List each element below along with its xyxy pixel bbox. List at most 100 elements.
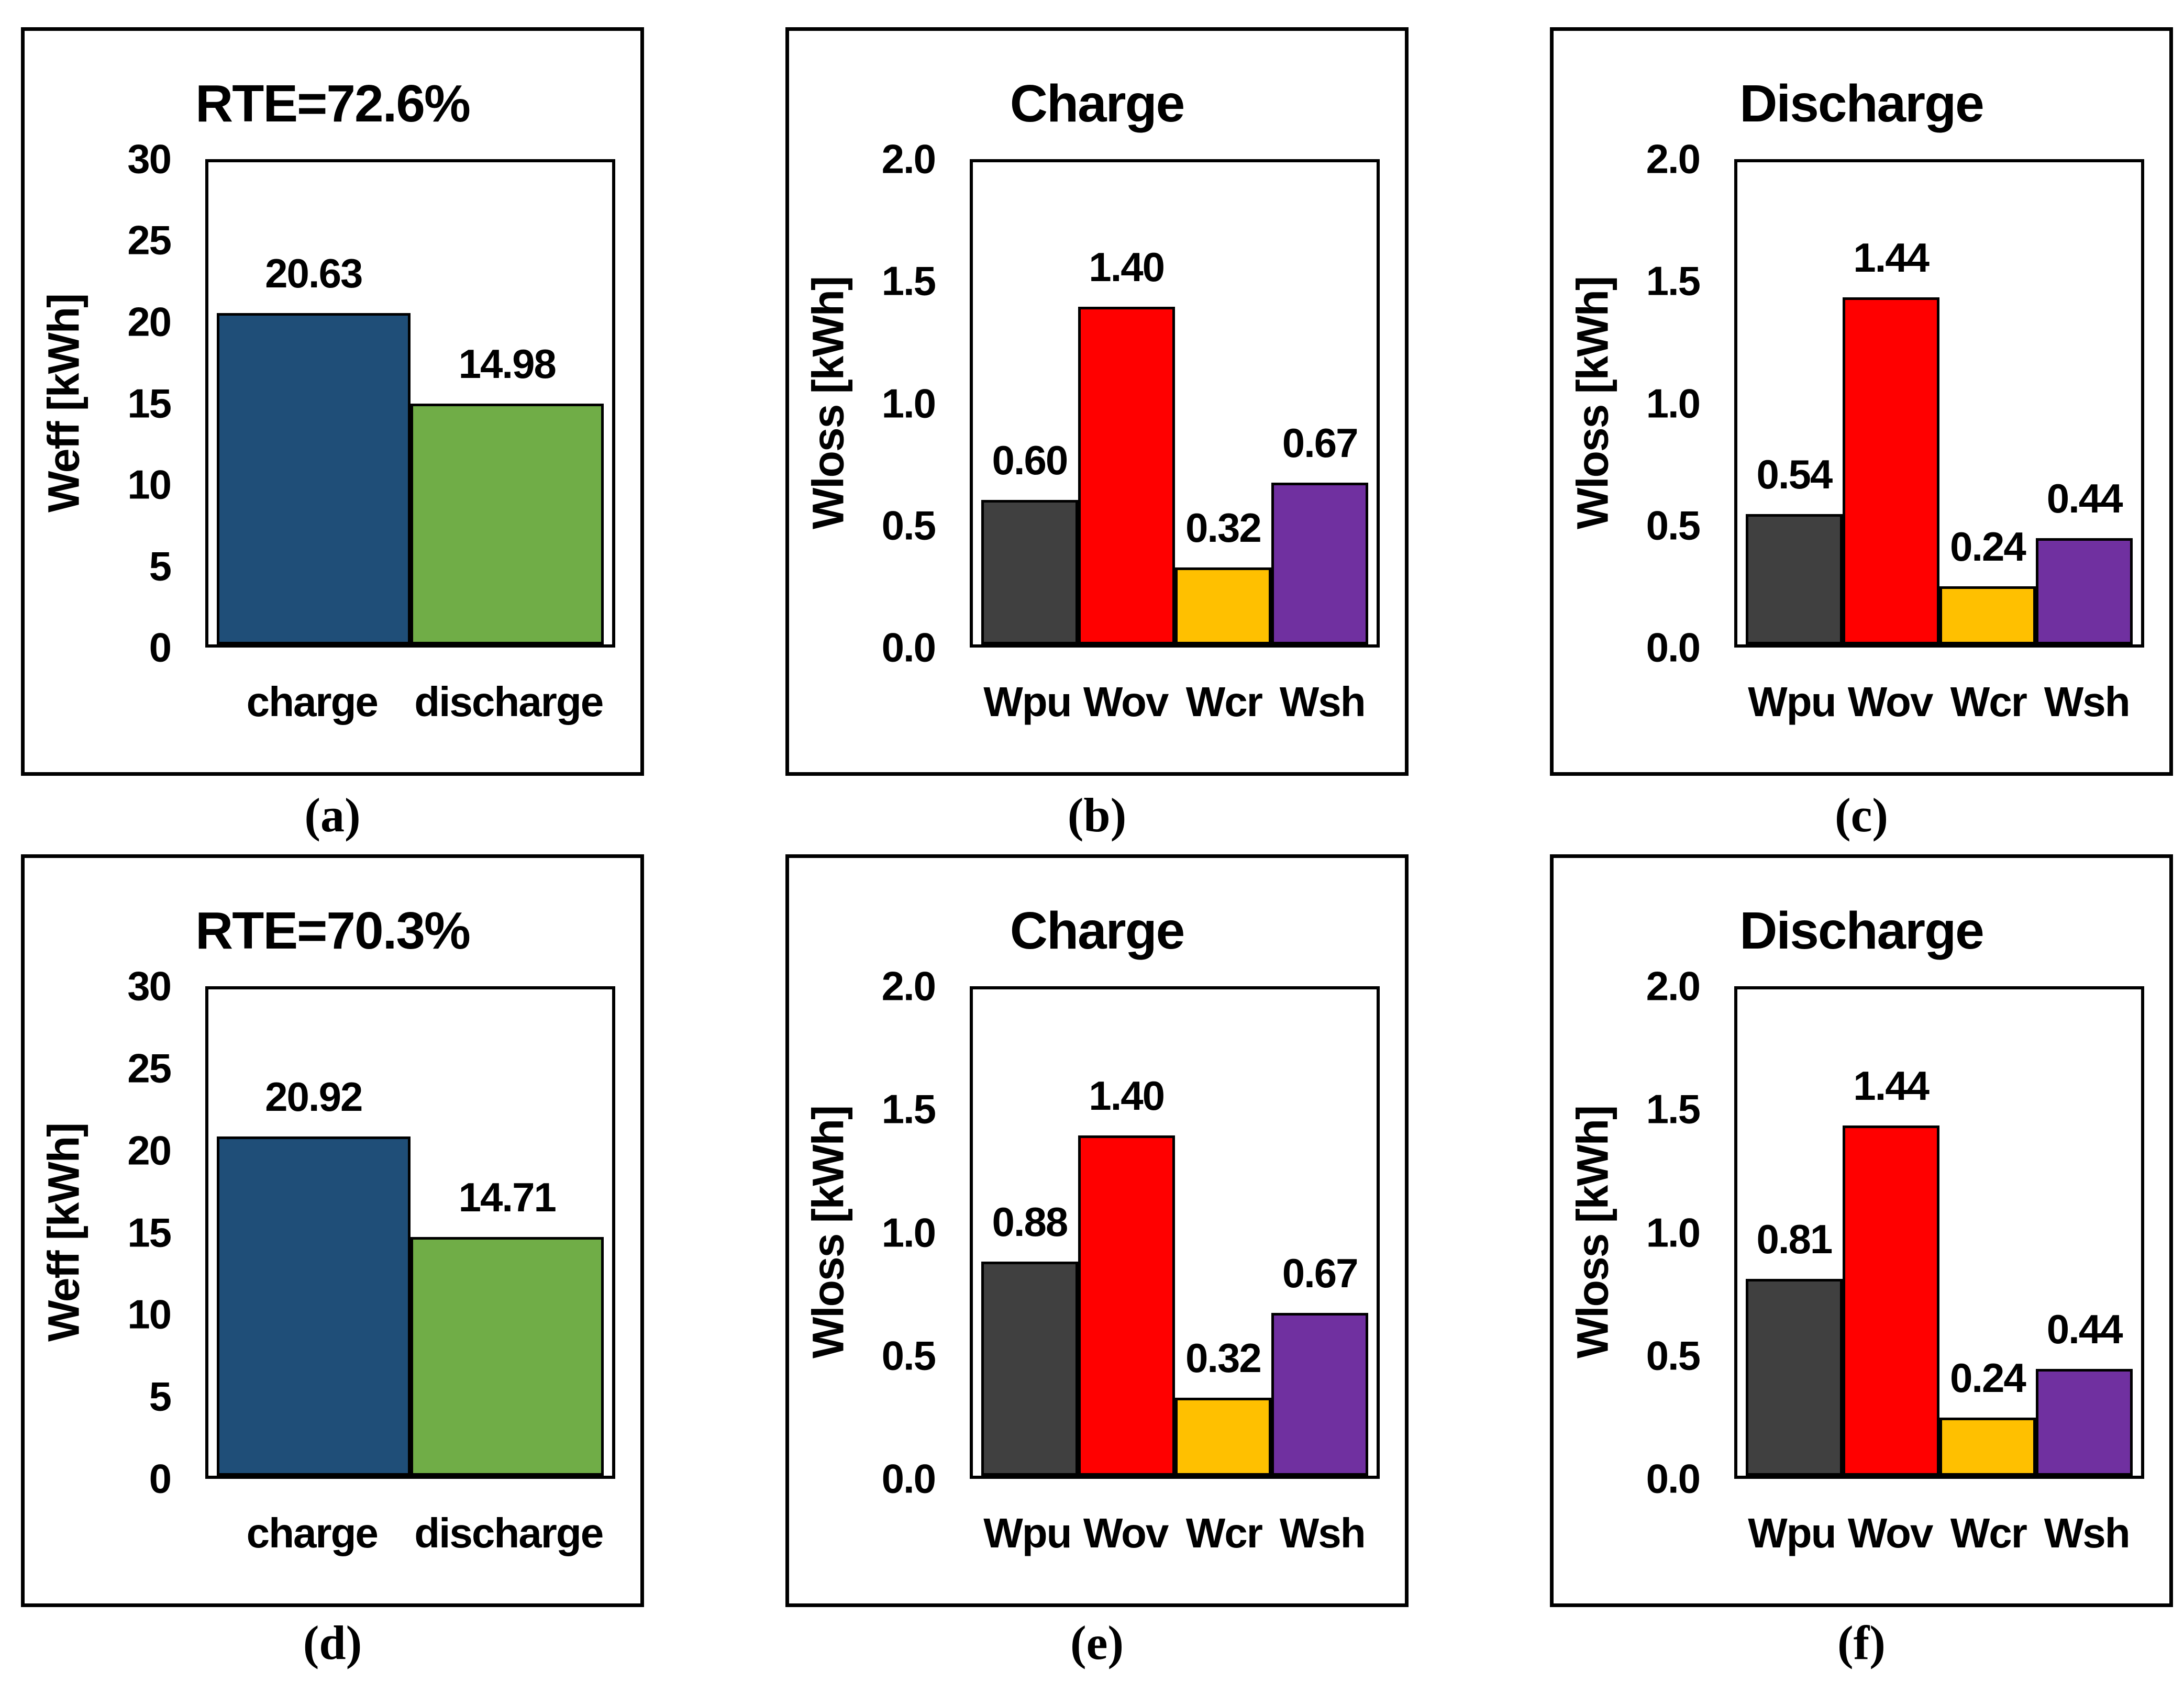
bar <box>1271 1312 1368 1476</box>
plot-area: 0.88 1.40 0.32 0.67 <box>970 986 1380 1479</box>
bar-group: 0.67 <box>1271 989 1368 1476</box>
x-category-label: discharge <box>414 678 604 725</box>
x-category-label: Wov <box>1847 678 1933 725</box>
y-tick-label: 0.0 <box>1646 624 1701 671</box>
chart-panel-frame: RTE=70.3% Weff [kWh] 30 25 20 15 10 5 0 20.92 1… <box>21 854 644 1607</box>
y-tick-label: 5 <box>149 543 172 589</box>
x-axis-row: Wpu Wov Wcr Wsh <box>1554 1479 2169 1603</box>
chart-panel: RTE=72.6% Weff [kWh] 30 25 20 15 10 5 0 20.63 1… <box>21 27 644 854</box>
bar <box>1939 586 2036 644</box>
y-tick-label: 2.0 <box>881 136 936 182</box>
x-category-label: Wpu <box>1748 678 1836 725</box>
x-category-label: Wov <box>1083 678 1169 725</box>
x-category-label: charge <box>246 1510 379 1556</box>
y-tick-label: 0.5 <box>1646 1332 1701 1379</box>
bars-container: 0.81 1.44 0.24 0.44 <box>1737 989 2141 1476</box>
panel-title: RTE=70.3% <box>195 901 471 960</box>
y-tick-label: 1.0 <box>881 1209 936 1255</box>
bar-value-label: 0.67 <box>1282 1250 1359 1296</box>
bar-value-label: 1.44 <box>1853 1063 1930 1109</box>
x-category-label: charge <box>246 678 379 725</box>
y-tick-label: 2.0 <box>1646 136 1701 182</box>
y-tick-label: 2.0 <box>881 963 936 1009</box>
bar-value-label: 0.32 <box>1185 1335 1262 1381</box>
x-category-label: Wsh <box>2044 678 2131 725</box>
plot-row: Weff [kWh] 30 25 20 15 10 5 0 20.63 14.98 <box>25 136 640 671</box>
bar-group: 0.81 <box>1746 989 1843 1476</box>
bar-group: 14.71 <box>410 989 604 1476</box>
plot-row: Weff [kWh] 30 25 20 15 10 5 0 20.92 14.71 <box>25 963 640 1502</box>
bar <box>1078 307 1175 644</box>
bar-value-label: 1.40 <box>1089 244 1165 291</box>
plot-area: 0.54 1.44 0.24 0.44 <box>1734 159 2144 648</box>
x-axis-labels: charge discharge <box>205 1479 615 1603</box>
bar <box>1939 1417 2036 1476</box>
bar-group: 0.24 <box>1939 989 2036 1476</box>
y-tick-label: 20 <box>127 1127 172 1174</box>
y-axis-label: Wloss [kWh] <box>1568 277 1617 530</box>
panel-title: Charge <box>1010 74 1185 133</box>
y-tick-label: 1.5 <box>1646 258 1701 304</box>
x-category-label: Wsh <box>1279 1510 1366 1556</box>
chart-panel: Charge Wloss [kWh] 2.0 1.5 1.0 0.5 0.0 0.60 1… <box>785 27 1409 854</box>
y-tick-label: 0.5 <box>881 1332 936 1379</box>
chart-panel: Charge Wloss [kWh] 2.0 1.5 1.0 0.5 0.0 0.88 1… <box>785 854 1409 1678</box>
bar-value-label: 0.32 <box>1185 504 1262 551</box>
y-tick-label: 2.0 <box>1646 963 1701 1009</box>
y-tick-label: 30 <box>127 136 172 182</box>
bar-group: 14.98 <box>410 162 604 644</box>
chart-panel-frame: Discharge Wloss [kWh] 2.0 1.5 1.0 0.5 0.0 0.… <box>1550 27 2173 776</box>
plot-row: Wloss [kWh] 2.0 1.5 1.0 0.5 0.0 0.54 1.44 0.24… <box>1554 136 2169 671</box>
bar <box>2036 1368 2133 1476</box>
x-category-label: Wov <box>1847 1510 1933 1556</box>
bar-group: 20.92 <box>217 989 411 1476</box>
panel-title: Discharge <box>1739 74 1985 133</box>
bar-group: 1.40 <box>1078 989 1175 1476</box>
x-axis-row: Wpu Wov Wcr Wsh <box>1554 648 2169 772</box>
y-tick-label: 1.5 <box>881 1086 936 1132</box>
chart-panel-frame: Charge Wloss [kWh] 2.0 1.5 1.0 0.5 0.0 0.60 1… <box>785 27 1409 776</box>
bar-value-label: 0.60 <box>992 437 1068 483</box>
y-axis-label: Weff [kWh] <box>39 294 88 513</box>
bar-value-label: 20.63 <box>265 250 363 296</box>
y-tick-label: 0.0 <box>1646 1455 1701 1502</box>
bar <box>1174 1398 1272 1476</box>
y-tick-label: 1.0 <box>1646 380 1701 426</box>
bar <box>1842 1125 1939 1476</box>
bar-value-label: 0.67 <box>1282 420 1359 466</box>
bar-group: 1.44 <box>1842 162 1939 644</box>
chart-panel-frame: Charge Wloss [kWh] 2.0 1.5 1.0 0.5 0.0 0.88 1… <box>785 854 1409 1607</box>
x-axis-row: Wpu Wov Wcr Wsh <box>789 648 1405 772</box>
bar-value-label: 0.88 <box>992 1199 1068 1245</box>
bar-group: 0.54 <box>1746 162 1843 644</box>
bar <box>981 499 1078 644</box>
bar-group: 0.67 <box>1271 162 1368 644</box>
plot-row: Wloss [kWh] 2.0 1.5 1.0 0.5 0.0 0.88 1.40 0.32… <box>789 963 1405 1502</box>
bar <box>1271 483 1368 644</box>
bar-value-label: 0.54 <box>1756 451 1833 498</box>
y-axis-ticks: 30 25 20 15 10 5 0 <box>103 963 205 1502</box>
y-axis-label: Weff [kWh] <box>39 1123 88 1342</box>
x-category-label: Wpu <box>983 1510 1072 1556</box>
y-tick-label: 0.0 <box>881 624 936 671</box>
bar-value-label: 1.44 <box>1853 234 1930 281</box>
y-tick-label: 25 <box>127 1045 172 1091</box>
chart-panel: RTE=70.3% Weff [kWh] 30 25 20 15 10 5 0 20.92 1… <box>21 854 644 1678</box>
bar-group: 0.44 <box>2036 162 2133 644</box>
bar-value-label: 1.40 <box>1089 1072 1165 1119</box>
y-tick-label: 1.0 <box>881 380 936 426</box>
bar-group: 1.44 <box>1842 989 1939 1476</box>
bar-value-label: 0.24 <box>1949 523 2026 570</box>
panel-title: Discharge <box>1739 901 1985 960</box>
bar <box>410 404 604 644</box>
bar-value-label: 0.44 <box>2046 475 2123 522</box>
panel-caption: (b) <box>1067 788 1127 842</box>
x-axis-labels: charge discharge <box>205 648 615 772</box>
panel-caption: (e) <box>1070 1615 1124 1669</box>
y-axis-ticks: 2.0 1.5 1.0 0.5 0.0 <box>1632 136 1734 671</box>
x-category-label: Wcr <box>1950 1510 2027 1556</box>
plot-area: 0.81 1.44 0.24 0.44 <box>1734 986 2144 1479</box>
bars-container: 0.88 1.40 0.32 0.67 <box>973 989 1377 1476</box>
bar-value-label: 0.24 <box>1949 1354 2026 1401</box>
y-tick-label: 1.5 <box>881 258 936 304</box>
